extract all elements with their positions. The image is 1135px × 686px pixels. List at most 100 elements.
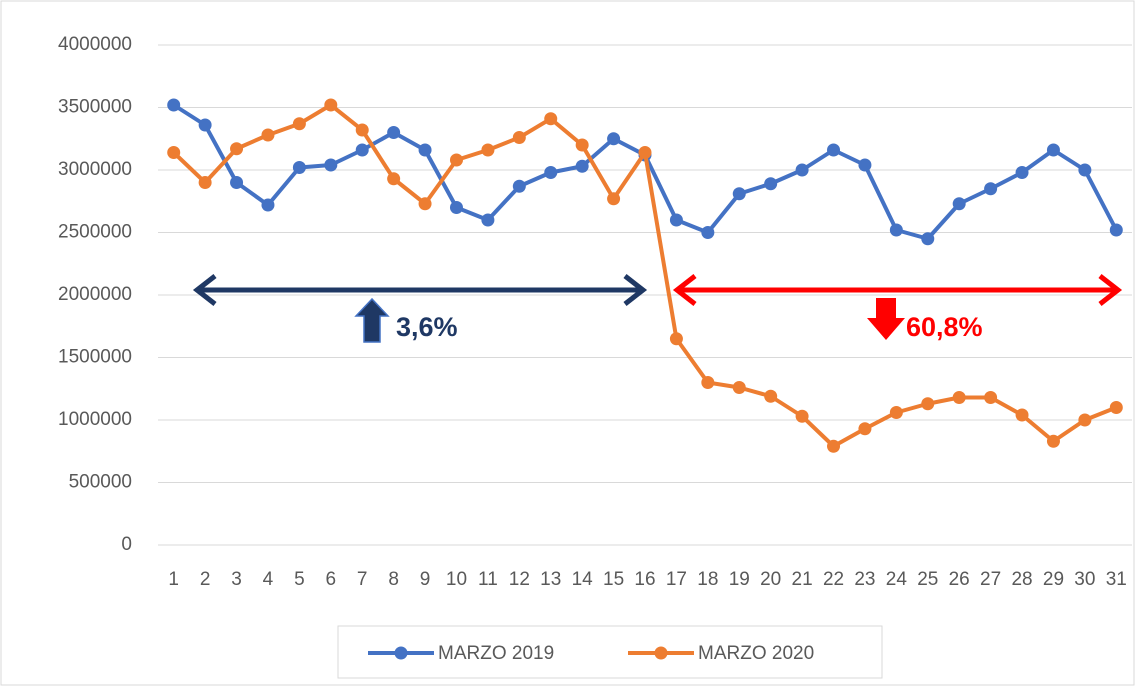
x-tick-label: 11 xyxy=(478,569,498,590)
x-tick-label: 10 xyxy=(446,569,467,590)
down-arrow xyxy=(867,298,905,340)
data-point xyxy=(230,176,244,189)
x-tick-label: 31 xyxy=(1106,569,1127,590)
data-point xyxy=(607,132,621,146)
data-point xyxy=(355,143,369,157)
y-tick-label: 4000000 xyxy=(58,34,132,55)
data-point xyxy=(387,172,401,186)
x-tick-label: 5 xyxy=(294,569,305,590)
data-point xyxy=(324,98,338,112)
data-point xyxy=(889,406,903,419)
data-point xyxy=(481,143,495,157)
x-tick-label: 1 xyxy=(168,569,179,590)
plot xyxy=(167,98,1123,453)
x-tick-label: 20 xyxy=(760,569,781,590)
data-point xyxy=(512,131,526,144)
up-arrow xyxy=(354,297,390,343)
data-point xyxy=(1046,434,1060,448)
y-tick-label: 2000000 xyxy=(58,284,132,305)
data-point xyxy=(921,232,935,246)
data-point xyxy=(921,397,935,411)
x-tick-label: 9 xyxy=(420,569,431,590)
period-arrows xyxy=(192,274,1123,343)
x-tick-label: 25 xyxy=(917,569,938,590)
arrow-head xyxy=(672,274,697,306)
data-point xyxy=(544,166,558,179)
data-point xyxy=(732,187,746,201)
data-point xyxy=(952,391,966,404)
x-tick-label: 22 xyxy=(823,569,844,590)
legend-marker xyxy=(654,646,668,660)
y-tick-label: 0 xyxy=(121,534,132,555)
arrow-head xyxy=(623,274,648,306)
x-tick-label: 26 xyxy=(949,569,970,590)
y-tick-label: 3500000 xyxy=(58,97,132,118)
x-tick-label: 19 xyxy=(729,569,750,590)
data-point xyxy=(387,126,401,139)
data-point xyxy=(292,117,306,131)
data-point xyxy=(607,192,621,206)
data-point xyxy=(701,376,715,389)
data-point xyxy=(230,142,244,156)
data-point xyxy=(198,176,212,189)
x-tick-label: 12 xyxy=(509,569,530,590)
data-point xyxy=(1015,408,1029,422)
data-point xyxy=(984,182,998,196)
data-point xyxy=(198,118,212,132)
x-tick-label: 28 xyxy=(1011,569,1032,590)
y-tick-label: 2500000 xyxy=(58,222,132,243)
x-tick-label: 29 xyxy=(1043,569,1064,590)
data-point xyxy=(418,197,432,211)
data-point xyxy=(324,158,338,172)
data-point xyxy=(449,153,463,167)
data-point xyxy=(889,223,903,237)
data-point xyxy=(858,422,872,436)
data-point xyxy=(1078,163,1092,177)
data-point xyxy=(669,213,683,227)
y-tick-label: 1500000 xyxy=(58,347,132,368)
x-tick-label: 21 xyxy=(792,569,813,590)
data-point xyxy=(795,163,809,177)
y-tick-label: 500000 xyxy=(69,472,132,493)
data-point xyxy=(167,98,181,112)
legend-label: MARZO 2019 xyxy=(438,643,554,664)
data-point xyxy=(701,226,715,239)
y-tick-label: 1000000 xyxy=(58,409,132,430)
data-point xyxy=(418,143,432,157)
data-point xyxy=(292,161,306,174)
annotation: 3,6% xyxy=(396,312,458,342)
data-point xyxy=(764,389,778,403)
data-point xyxy=(1046,143,1060,157)
arrow-head xyxy=(192,274,217,306)
x-tick-label: 24 xyxy=(886,569,908,590)
x-tick-label: 13 xyxy=(540,569,561,590)
x-tick-label: 30 xyxy=(1074,569,1095,590)
data-point xyxy=(575,138,589,152)
grid: 0 500000 1000000 1500000 2000000 2500000 30000… xyxy=(58,34,1132,590)
legend-label: MARZO 2020 xyxy=(698,643,814,664)
arrow-head xyxy=(1098,274,1123,306)
data-point xyxy=(827,143,841,157)
data-point xyxy=(952,197,966,211)
data-point xyxy=(355,123,369,137)
x-tick-label: 27 xyxy=(980,569,1001,590)
x-tick-label: 8 xyxy=(388,569,399,590)
x-tick-label: 4 xyxy=(263,569,274,590)
data-point xyxy=(167,146,181,159)
data-point xyxy=(575,159,589,173)
x-tick-label: 2 xyxy=(200,569,211,590)
data-point xyxy=(449,201,463,214)
x-tick-label: 23 xyxy=(854,569,875,590)
data-point xyxy=(1109,401,1123,414)
x-tick-label: 18 xyxy=(697,569,718,590)
data-point xyxy=(984,391,998,404)
x-tick-label: 16 xyxy=(634,569,655,590)
data-point xyxy=(1015,166,1029,179)
annotation: 60,8% xyxy=(906,312,983,342)
y-tick-label: 3000000 xyxy=(58,159,132,180)
data-point xyxy=(795,409,809,423)
data-point xyxy=(732,381,746,394)
x-tick-label: 7 xyxy=(357,569,368,590)
legend-marker xyxy=(394,646,408,660)
